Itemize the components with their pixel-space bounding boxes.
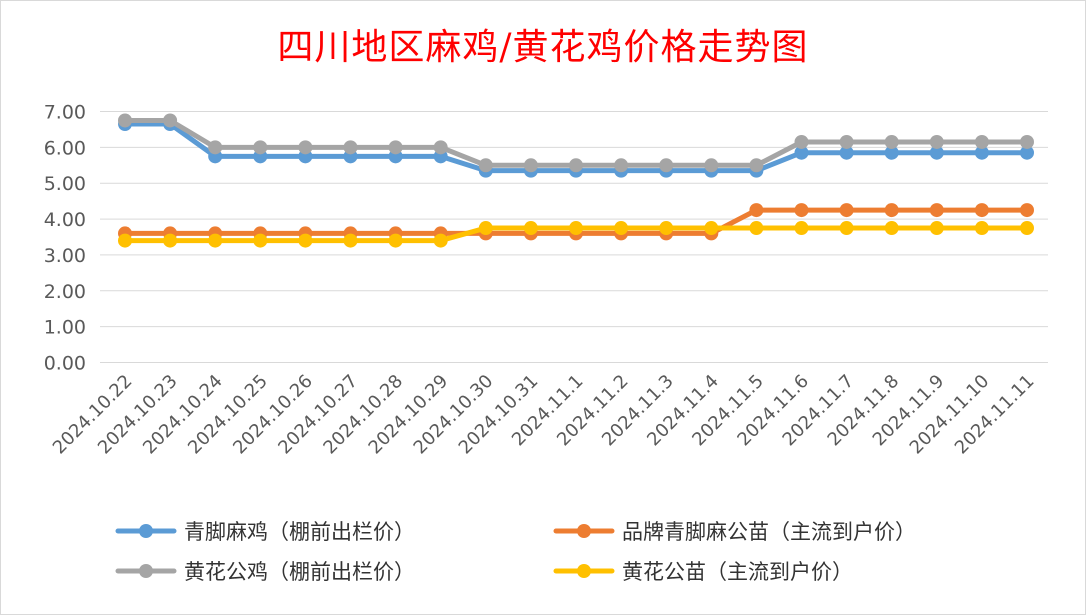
data-point [1020,221,1034,236]
legend-swatch-marker [577,564,591,578]
data-point [794,145,809,160]
data-point [704,158,719,173]
data-point [1020,145,1034,160]
data-point [839,134,854,149]
data-point [839,145,854,160]
y-tick-label: 6.00 [44,137,86,159]
data-point [974,221,989,236]
data-point [794,134,809,149]
data-point [388,140,403,155]
data-point [163,113,178,128]
data-point [523,158,538,173]
data-point [118,233,132,248]
data-point [794,221,809,236]
data-point [839,203,854,218]
data-point [839,221,854,236]
data-point [253,233,268,248]
y-tick-label: 4.00 [44,209,86,231]
y-tick-label: 5.00 [44,173,86,195]
data-point [253,140,268,155]
data-point [523,221,538,236]
data-point [884,203,899,218]
y-tick-label: 3.00 [44,245,86,267]
y-tick-label: 7.00 [44,102,86,124]
legend-label: 黄花公苗（主流到户价） [622,560,853,584]
legend-swatch-marker [577,524,591,538]
chart-title: 四川地区麻鸡/黄花鸡价格走势图 [277,27,809,68]
data-point [478,158,493,173]
data-point [974,134,989,149]
data-point [704,221,719,236]
data-point [569,221,583,236]
data-point [884,145,899,160]
y-tick-label: 1.00 [44,317,86,339]
data-point [929,145,944,160]
data-point [208,140,223,155]
data-point [659,221,674,236]
legend-label: 黄花公鸡（棚前出栏价） [184,560,415,584]
legend-label: 青脚麻鸡（棚前出栏价） [184,520,415,544]
data-point [118,113,132,128]
data-point [569,158,583,173]
data-point [433,140,448,155]
data-point [749,221,764,236]
data-point [388,233,403,248]
data-point [343,140,358,155]
data-point [659,158,674,173]
data-point [478,221,493,236]
legend-swatch-marker [139,564,153,578]
data-point [433,233,448,248]
data-point [749,203,764,218]
data-point [614,158,629,173]
data-point [974,145,989,160]
data-point [929,134,944,149]
data-point [163,233,178,248]
data-point [298,233,313,248]
data-point [929,203,944,218]
data-point [929,221,944,236]
data-point [208,233,223,248]
data-point [343,233,358,248]
data-point [298,140,313,155]
data-point [884,221,899,236]
y-tick-label: 2.00 [44,281,86,303]
data-point [884,134,899,149]
data-point [1020,203,1034,218]
data-point [974,203,989,218]
data-point [749,158,764,173]
y-tick-label: 0.00 [44,353,86,375]
legend-swatch-marker [139,524,153,538]
data-point [1020,134,1034,149]
legend-label: 品牌青脚麻公苗（主流到户价） [622,520,916,544]
data-point [614,221,629,236]
data-point [794,203,809,218]
